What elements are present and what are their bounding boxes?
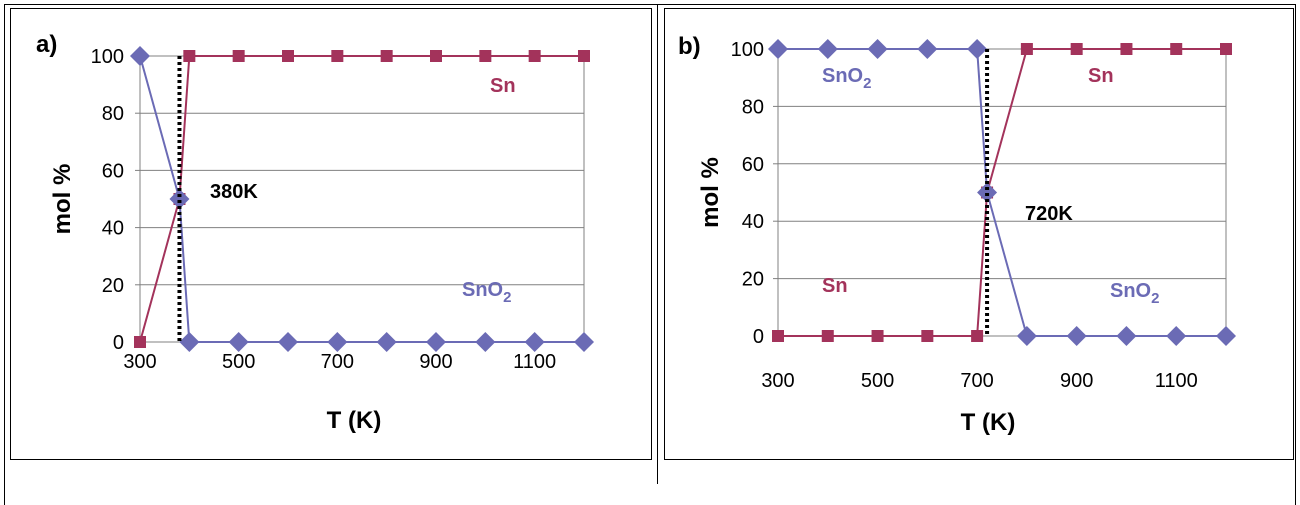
marker-sn-b xyxy=(921,330,934,342)
marker-sn-a xyxy=(331,50,344,62)
marker-sn-a xyxy=(183,50,196,62)
marker-sno2-a xyxy=(169,189,190,209)
marker-sn-a xyxy=(479,50,492,62)
marker-sn-b xyxy=(821,330,834,342)
marker-sn-a xyxy=(380,50,393,62)
y-tick-label-b: 0 xyxy=(753,326,764,348)
marker-sn-b xyxy=(772,330,784,342)
marker-sno2-a xyxy=(475,332,496,352)
annotation-label-a: Sn xyxy=(490,75,516,97)
charts-svg: 0 20 40 60 80 100 300 500 700 900 1100 T (K) mol % a)… xyxy=(36,31,1236,436)
x-tick-label-a: 1100 xyxy=(513,351,556,373)
series-line-sno2-a xyxy=(139,55,584,343)
marker-sn-a xyxy=(282,50,294,62)
marker-sno2-a xyxy=(524,332,545,352)
marker-sn-b xyxy=(1220,43,1232,55)
x-tick-label-b: 500 xyxy=(861,370,894,392)
y-tick-label-a: 40 xyxy=(102,218,124,240)
figure-frame xyxy=(4,4,1296,505)
marker-sno2-a xyxy=(426,332,446,352)
marker-sno2-b xyxy=(967,39,988,59)
marker-sn-b xyxy=(1070,43,1083,55)
panel-label-a: a) xyxy=(36,31,57,58)
y-tick-label-a: 60 xyxy=(102,160,124,182)
y-tick-label-a: 100 xyxy=(91,46,124,68)
y-tick-label-b: 80 xyxy=(742,96,764,118)
x-axis-label-b: T (K) xyxy=(961,409,1016,436)
marker-sn-b xyxy=(971,330,984,342)
marker-sn-b xyxy=(871,330,884,342)
x-tick-label-b: 700 xyxy=(960,370,993,392)
x-tick-label-a: 900 xyxy=(419,351,452,373)
marker-sno2-b xyxy=(1066,326,1087,346)
y-tick-label-b: 100 xyxy=(731,39,764,61)
chart-panel-b xyxy=(664,8,1294,460)
marker-sn-a xyxy=(134,336,146,348)
marker-sn-a xyxy=(232,50,245,62)
y-tick-label-b: 20 xyxy=(742,269,764,291)
chart-panel-a xyxy=(10,8,652,460)
marker-sn-a xyxy=(578,50,590,62)
marker-sno2-b xyxy=(867,39,888,59)
marker-sno2-a xyxy=(278,332,298,352)
annotation-label-a: SnO2 xyxy=(462,279,511,306)
marker-sno2-b xyxy=(1166,326,1187,346)
y-tick-label-b: 40 xyxy=(742,211,764,233)
y-tick-label-a: 20 xyxy=(102,275,124,297)
marker-sn-a xyxy=(528,50,541,62)
marker-sno2-a xyxy=(327,332,348,352)
annotation-label-b: SnO2 xyxy=(822,65,871,92)
marker-sno2-a xyxy=(574,332,594,352)
series-line-sn-a xyxy=(139,55,584,343)
x-axis-label-a: T (K) xyxy=(327,407,382,434)
marker-sno2-a xyxy=(228,332,249,352)
y-axis-label-b: mol % xyxy=(697,157,724,228)
marker-sn-b xyxy=(1020,43,1033,55)
marker-sno2-a xyxy=(376,332,397,352)
y-tick-label-b: 60 xyxy=(742,154,764,176)
panel-label-b: b) xyxy=(678,33,701,60)
annotation-label-b: SnO2 xyxy=(1110,280,1159,307)
x-tick-label-a: 700 xyxy=(321,351,354,373)
annotation-label-b: Sn xyxy=(822,275,848,297)
annotation-label-b: 720K xyxy=(1025,203,1073,225)
marker-sn-b xyxy=(1120,43,1133,55)
marker-sno2-a xyxy=(130,46,150,66)
marker-sn-b xyxy=(1170,43,1183,55)
marker-sn-a xyxy=(430,50,442,62)
marker-sno2-b xyxy=(1016,326,1037,346)
panel-divider xyxy=(657,4,658,484)
x-tick-label-b: 900 xyxy=(1060,370,1093,392)
x-tick-label-a: 300 xyxy=(123,351,156,373)
marker-sno2-b xyxy=(917,39,938,59)
annotation-label-b: Sn xyxy=(1088,65,1114,87)
marker-sno2-b xyxy=(1216,326,1236,346)
x-tick-label-b: 1100 xyxy=(1155,370,1198,392)
y-tick-label-a: 0 xyxy=(113,332,124,354)
annotation-label-a: 380K xyxy=(210,181,258,203)
x-tick-label-a: 500 xyxy=(222,351,255,373)
marker-sno2-b xyxy=(1116,326,1137,346)
marker-sno2-b xyxy=(817,39,838,59)
marker-sno2-b xyxy=(977,182,998,203)
marker-sno2-b xyxy=(768,39,788,59)
x-tick-label-b: 300 xyxy=(761,370,794,392)
y-tick-label-a: 80 xyxy=(102,103,124,125)
y-axis-label-a: mol % xyxy=(49,164,76,235)
marker-sno2-a xyxy=(179,332,200,352)
